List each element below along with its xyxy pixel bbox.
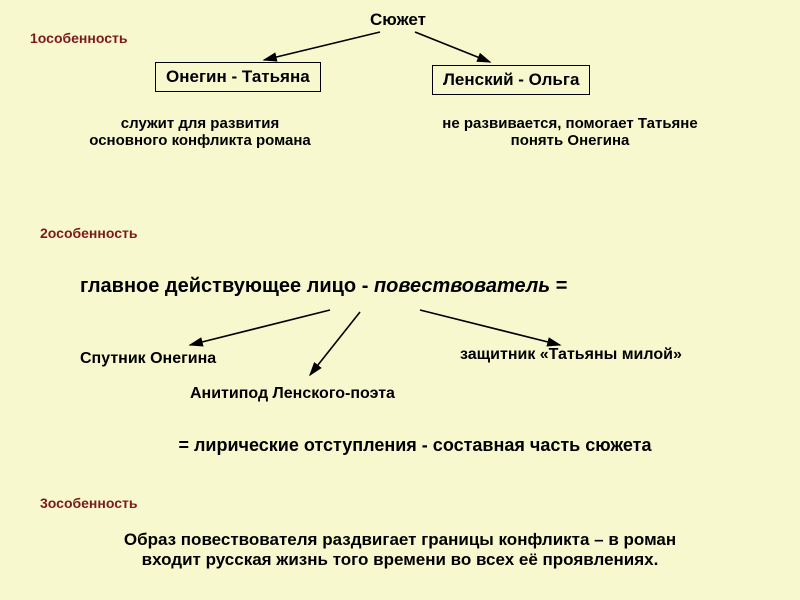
arrow-top-right xyxy=(415,32,490,62)
right-caption-line1: не развивается, помогает Татьяне xyxy=(442,115,697,132)
left-caption: служит для развития основного конфликта … xyxy=(70,115,330,149)
box-lensky-olga: Ленский - Ольга xyxy=(432,65,590,95)
right-caption: не развивается, помогает Татьяне понять … xyxy=(400,115,740,149)
feature-1-label: 1особенность xyxy=(30,30,127,46)
conclusion-line2: входит русская жизнь того времени во все… xyxy=(142,550,659,569)
narrator-main-line: главное действующее лицо - повествовател… xyxy=(80,275,567,298)
feature-3-label: 3особенность xyxy=(40,495,137,511)
arrow-top-left xyxy=(264,32,380,60)
conclusion-line1: Образ повествователя раздвигает границы … xyxy=(124,530,676,549)
conclusion-text: Образ повествователя раздвигает границы … xyxy=(30,530,770,570)
box-onegin-tatyana: Онегин - Татьяна xyxy=(155,62,321,92)
role-sputnik: Спутник Онегина xyxy=(80,350,216,368)
digression-line: = лирические отступления - составная час… xyxy=(95,435,735,456)
narrator-pre: главное действующее лицо - xyxy=(80,275,374,297)
arrow-n3 xyxy=(420,310,560,345)
feature-2-label: 2особенность xyxy=(40,225,137,241)
arrow-n1 xyxy=(190,310,330,345)
narrator-mid: повествователь xyxy=(374,275,550,297)
arrow-n2 xyxy=(310,312,360,375)
narrator-post: = xyxy=(550,275,567,297)
left-caption-line1: служит для развития xyxy=(121,115,279,132)
left-caption-line2: основного конфликта романа xyxy=(89,132,311,149)
right-caption-line2: понять Онегина xyxy=(511,132,630,149)
role-antipod: Анитипод Ленского-поэта xyxy=(190,385,395,403)
role-protector: защитник «Татьяны милой» xyxy=(460,346,682,364)
plot-title: Сюжет xyxy=(370,10,426,30)
